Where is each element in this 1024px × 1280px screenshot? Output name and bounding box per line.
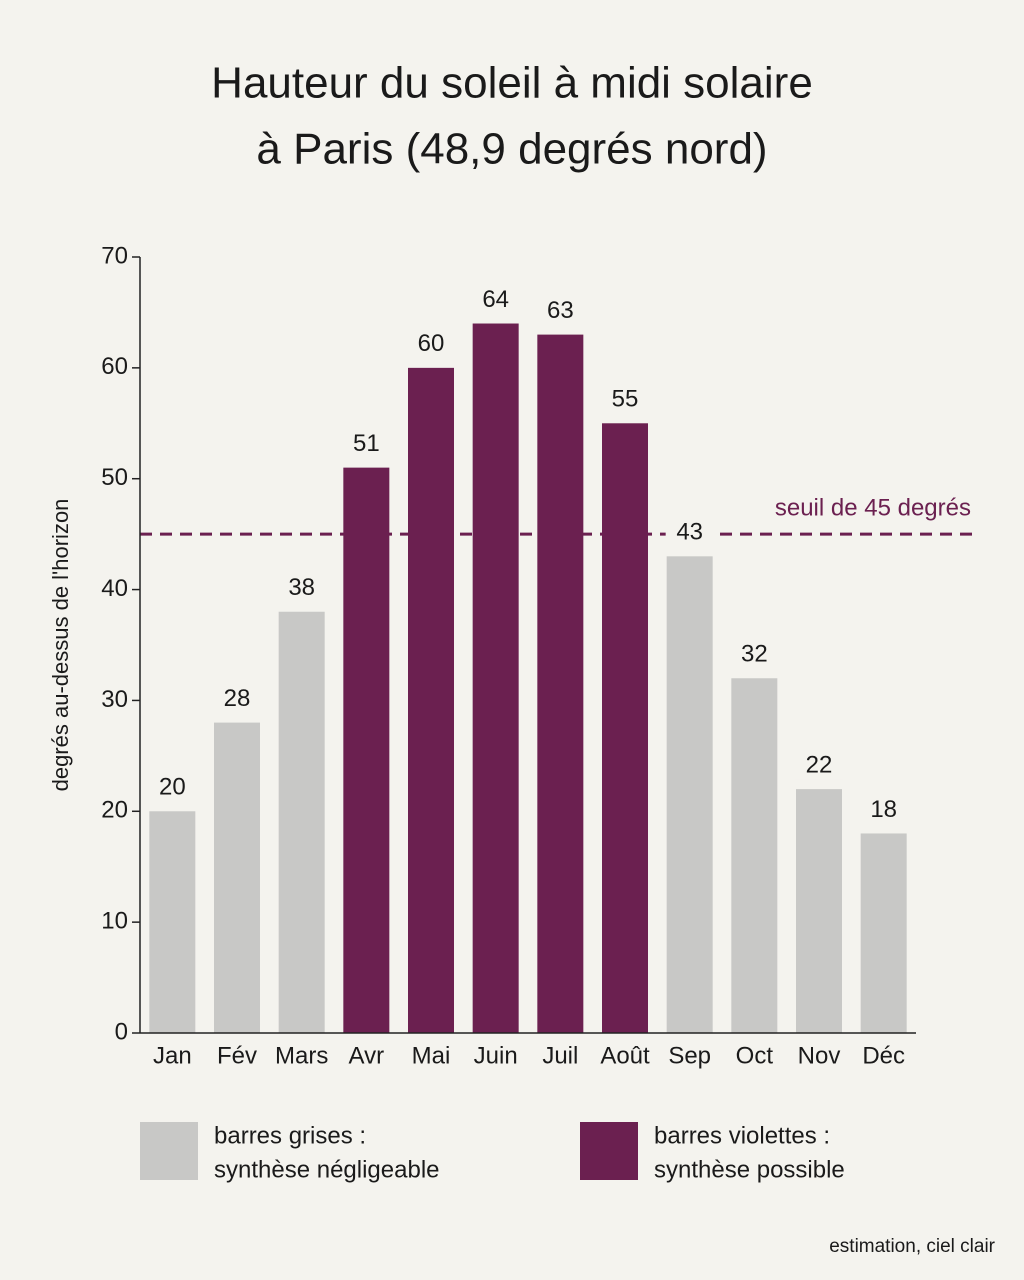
bar [666,556,713,1033]
y-tick-label: 20 [101,797,128,824]
x-tick-label: Mars [275,1042,328,1069]
chart-title: à Paris (48,9 degrés nord) [256,125,767,174]
bar [860,833,907,1033]
x-tick-label: Nov [798,1042,841,1069]
y-tick-label: 30 [101,686,128,713]
bar [343,467,390,1034]
x-tick-label: Fév [217,1042,257,1069]
x-tick-label: Juin [474,1042,518,1069]
x-tick-label: Août [600,1042,650,1069]
bar [149,811,196,1033]
value-label-bg [148,771,197,802]
threshold-label: seuil de 45 degrés [775,494,971,521]
bar [214,722,260,1033]
value-label: 64 [482,286,509,313]
note: estimation, ciel clair [829,1236,995,1257]
y-tick-label: 40 [101,575,128,602]
value-label: 63 [547,297,574,324]
legend-swatch [580,1122,638,1180]
x-tick-label: Oct [736,1042,774,1069]
legend-label: barres violettes : [654,1122,830,1149]
value-label: 22 [806,751,833,778]
y-tick-label: 50 [101,464,128,491]
value-label-bg [601,383,649,414]
value-label: 28 [224,685,251,712]
x-tick-label: Sep [668,1042,711,1069]
value-label-bg [213,682,261,713]
value-label: 32 [741,641,768,668]
bar [796,789,842,1033]
bar [602,423,648,1033]
legend-label: synthèse possible [654,1156,845,1183]
value-label-bg [277,571,326,602]
x-tick-label: Juil [542,1042,578,1069]
value-label: 51 [353,430,380,457]
value-label: 20 [159,774,186,801]
value-label-bg [471,283,520,314]
value-label: 55 [612,386,639,413]
value-label: 43 [676,519,703,546]
x-tick-label: Mai [412,1042,451,1069]
x-tick-label: Avr [349,1042,385,1069]
threshold-label-bg [728,492,978,525]
bar [408,367,454,1033]
legend-label: barres grises : [214,1122,366,1149]
value-label: 60 [418,330,445,357]
value-label-bg [536,294,585,325]
x-tick-label: Déc [862,1042,905,1069]
chart-title: Hauteur du soleil à midi solaire [211,59,813,108]
y-tick-label: 10 [101,907,128,934]
y-axis-label: degrés au-dessus de l'horizon [48,499,73,792]
value-label-bg [730,638,779,669]
legend-swatch [140,1122,198,1180]
value-label-bg [407,327,455,358]
value-label-bg [795,749,843,780]
y-tick-label: 70 [101,242,128,269]
bar [537,334,584,1034]
x-tick-label: Jan [153,1042,192,1069]
bar [731,678,778,1033]
legend-label: synthèse négligeable [214,1156,440,1183]
value-label-bg [665,516,714,547]
bar [278,611,325,1033]
y-tick-label: 60 [101,353,128,380]
value-label-bg [859,793,908,824]
y-tick-label: 0 [115,1018,128,1045]
value-label-bg [342,427,391,458]
bar [472,323,519,1033]
value-label: 38 [288,574,315,601]
value-label: 18 [870,796,897,823]
